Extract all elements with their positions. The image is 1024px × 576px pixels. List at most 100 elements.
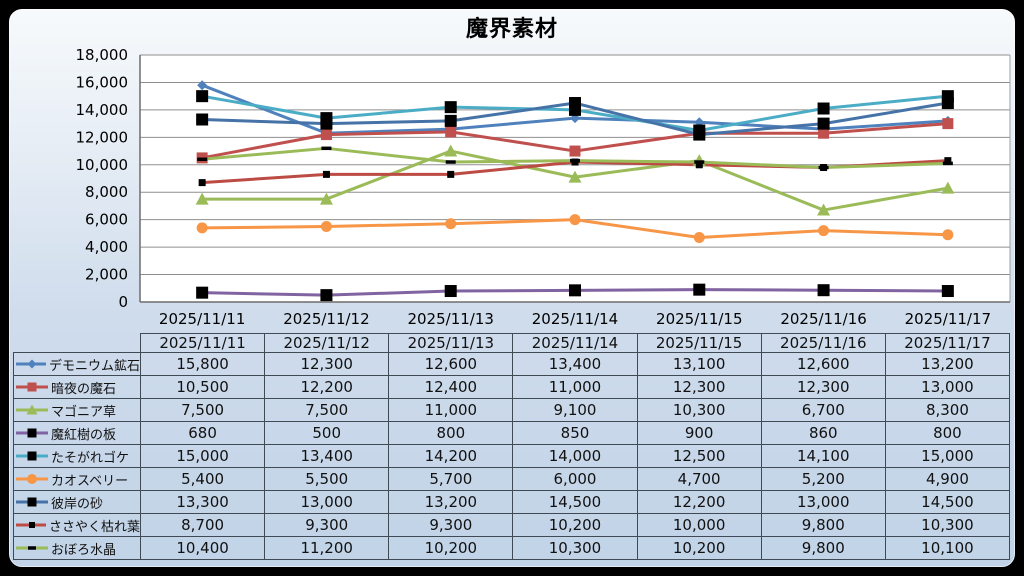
legend-item-inner: おぼろ水晶 xyxy=(15,539,140,558)
table-value-cell: 14,100 xyxy=(760,444,886,468)
legend-marker xyxy=(28,546,36,550)
table-row-1: 暗夜の魔石 10,500 12,200 12,400 11,000 12,300 12,30… xyxy=(13,375,1011,399)
y-tick-label: 8,000 xyxy=(85,183,128,201)
series-2-marker xyxy=(941,181,955,194)
x-axis-label: 2025/11/14 xyxy=(532,310,618,328)
x-axis-label: 2025/11/17 xyxy=(905,310,991,328)
legend-item-4: たそがれゴケ xyxy=(13,444,141,468)
series-3-marker xyxy=(817,284,830,297)
series-7-marker xyxy=(447,170,455,178)
table-row-6: 彼岸の砂 13,300 13,000 13,200 14,500 12,200 13,000… xyxy=(13,490,1011,514)
series-1-marker xyxy=(569,145,581,157)
table-value-cell: 8,700 xyxy=(139,513,266,537)
legend-item-3: 魔紅樹の板 xyxy=(13,421,141,445)
table-value-cell: 12,500 xyxy=(636,444,762,468)
table-value-cell: 900 xyxy=(636,421,762,445)
series-6-marker xyxy=(196,113,209,126)
series-name-label: たそがれゴケ xyxy=(51,450,130,466)
table-header-cell: 2025/11/16 xyxy=(760,333,886,353)
y-tick-label: 0 xyxy=(118,293,128,311)
table-header-cell: 2025/11/13 xyxy=(388,333,514,353)
table-row-8: おぼろ水晶 10,400 11,200 10,200 10,300 10,200 9,800… xyxy=(13,536,1011,560)
series-2-marker xyxy=(568,170,582,183)
legend-item-inner: たそがれゴケ xyxy=(15,447,140,466)
series-name-label: デモニウム鉱石 xyxy=(48,358,140,374)
table-value-cell: 6,000 xyxy=(512,467,638,491)
table-value-cell: 4,900 xyxy=(884,467,1011,491)
legend-square-icon xyxy=(16,451,48,461)
table-value-cell: 10,300 xyxy=(636,398,762,422)
table-value-cell: 13,100 xyxy=(636,352,762,376)
table-value-cell: 12,400 xyxy=(388,375,514,399)
table-value-cell: 13,400 xyxy=(512,352,638,376)
table-value-cell: 5,400 xyxy=(139,467,266,491)
table-value-cell: 11,200 xyxy=(264,536,390,560)
table-row-2: マゴニア草 7,500 7,500 11,000 9,100 10,300 6,700 8,3… xyxy=(13,398,1011,422)
table-value-cell: 5,500 xyxy=(264,467,390,491)
table-value-cell: 4,700 xyxy=(636,467,762,491)
series-name-label: 彼岸の砂 xyxy=(51,496,104,512)
legend-item-1: 暗夜の魔石 xyxy=(13,375,141,399)
table-row-4: たそがれゴケ 15,000 13,400 14,200 14,000 12,500 14,1… xyxy=(13,444,1011,468)
series-8-marker xyxy=(321,146,332,151)
legend-item-inner: デモニウム鉱石 xyxy=(15,355,140,374)
table-value-cell: 12,600 xyxy=(760,352,886,376)
legend-item-inner: ささやく枯れ葉 xyxy=(15,516,140,535)
table-value-cell: 12,200 xyxy=(264,375,390,399)
table-value-cell: 11,000 xyxy=(512,375,638,399)
legend-item-inner: 暗夜の魔石 xyxy=(15,378,140,397)
table-value-cell: 9,800 xyxy=(760,536,886,560)
table-header-cell: 2025/11/14 xyxy=(512,333,638,353)
series-name-label: ささやく枯れ葉 xyxy=(48,519,140,535)
legend-square-icon xyxy=(16,428,48,438)
table-value-cell: 15,800 xyxy=(139,352,266,376)
y-tick-label: 6,000 xyxy=(85,211,128,229)
table-value-cell: 14,500 xyxy=(512,490,638,514)
x-axis-label: 2025/11/12 xyxy=(283,310,369,328)
table-value-cell: 15,000 xyxy=(884,444,1011,468)
series-4-marker xyxy=(817,102,830,115)
series-7-marker xyxy=(944,157,952,165)
legend-square-icon xyxy=(16,382,48,392)
series-5-marker xyxy=(693,232,705,244)
table-value-cell: 7,500 xyxy=(264,398,390,422)
table-value-cell: 14,500 xyxy=(884,490,1011,514)
table-row-0: デモニウム鉱石 15,800 12,300 12,600 13,400 13,100 12,… xyxy=(13,352,1011,376)
series-8-marker xyxy=(570,158,580,163)
legend-item-0: デモニウム鉱石 xyxy=(13,352,141,376)
series-2-marker xyxy=(817,203,831,216)
legend-item-6: 彼岸の砂 xyxy=(13,490,141,514)
table-value-cell: 14,200 xyxy=(388,444,514,468)
x-axis-label: 2025/11/11 xyxy=(159,310,245,328)
legend-marker xyxy=(27,359,37,369)
series-6-marker xyxy=(569,97,581,110)
legend-small-square-icon xyxy=(16,522,46,528)
table-value-cell: 9,300 xyxy=(388,513,514,537)
legend-dash-icon xyxy=(16,546,48,550)
legend-item-7: ささやく枯れ葉 xyxy=(13,513,141,537)
series-3-marker xyxy=(444,285,457,298)
table-value-cell: 12,300 xyxy=(264,352,390,376)
legend-item-8: おぼろ水晶 xyxy=(13,536,141,560)
series-5-marker xyxy=(196,222,208,234)
table-value-cell: 12,200 xyxy=(636,490,762,514)
y-tick-label: 18,000 xyxy=(76,46,129,64)
table-value-cell: 13,200 xyxy=(884,352,1011,376)
legend-marker xyxy=(27,428,37,438)
y-tick-label: 2,000 xyxy=(85,266,128,284)
series-1-marker xyxy=(445,126,457,138)
legend-item-5: カオスベリー xyxy=(13,467,141,491)
table-value-cell: 6,700 xyxy=(760,398,886,422)
legend-marker xyxy=(27,382,37,392)
table-value-cell: 13,000 xyxy=(884,375,1011,399)
series-8-marker xyxy=(445,160,456,164)
series-6-marker xyxy=(941,97,954,110)
table-header-cell: 2025/11/17 xyxy=(884,333,1011,353)
series-8-marker xyxy=(694,160,705,164)
series-5-marker xyxy=(445,218,457,230)
legend-circle-icon xyxy=(16,474,48,484)
y-tick-label: 4,000 xyxy=(85,238,128,256)
table-value-cell: 10,200 xyxy=(388,536,514,560)
y-tick-label: 12,000 xyxy=(76,128,129,146)
table-value-cell: 14,000 xyxy=(512,444,638,468)
